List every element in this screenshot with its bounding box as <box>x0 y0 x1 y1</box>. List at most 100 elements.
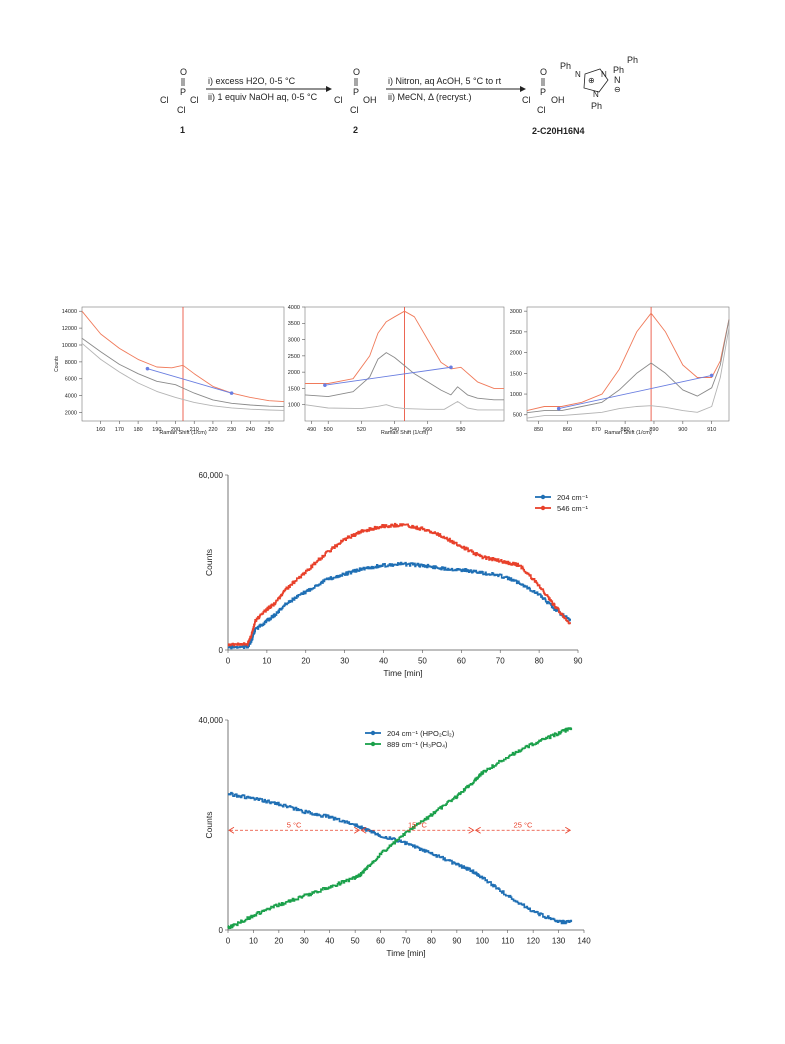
x-tick-label: 0 <box>226 936 231 945</box>
y-tick-label: 40,000 <box>199 716 224 725</box>
y-tick-label: 1000 <box>510 392 522 398</box>
chlorine-label: Cl <box>190 95 199 105</box>
step2-condition-2: ii) MeCN, Δ (recryst.) <box>388 92 472 102</box>
legend-label: 889 cm⁻¹ (H₃PO₄) <box>387 740 448 749</box>
baseline-point <box>145 366 150 371</box>
negative-charge-icon: ⊖ <box>614 85 621 94</box>
x-tick-label: 120 <box>526 936 540 945</box>
x-tick-label: 520 <box>357 427 366 433</box>
y-tick-label: 0 <box>219 646 224 655</box>
reaction-scheme: O P Cl Cl Cl 1 i) excess H2O, 0-5 °C ii)… <box>160 55 638 136</box>
product-structure: O P Cl OH Cl N ⊕ N N Ph N ⊖ Ph Ph Ph 2-C… <box>522 55 638 136</box>
x-axis-label: Raman Shift (1/cm) <box>381 430 429 436</box>
x-tick-label: 70 <box>496 656 505 665</box>
y-tick-label: 60,000 <box>199 471 224 480</box>
step2-condition-1: i) Nitron, aq AcOH, 5 °C to rt <box>388 76 502 86</box>
legend-marker <box>540 494 546 500</box>
chlorine-label: Cl <box>350 105 359 115</box>
x-tick-label: 500 <box>324 427 333 433</box>
spectrum-line <box>305 310 504 389</box>
x-tick-label: 850 <box>534 427 543 433</box>
y-tick-label: 4000 <box>288 305 300 311</box>
chlorine-label: Cl <box>177 105 186 115</box>
baseline-point <box>449 365 453 370</box>
baseline-point <box>556 406 561 411</box>
spectrum-line <box>81 337 285 408</box>
y-tick-label: 3500 <box>288 321 300 327</box>
series-line <box>227 522 571 647</box>
temperature-label: 5 °C <box>287 820 302 829</box>
reaction-arrow-1: i) excess H2O, 0-5 °C ii) 1 equiv NaOH a… <box>206 76 332 102</box>
oxygen-label: O <box>540 67 547 77</box>
y-tick-label: 3000 <box>288 337 300 343</box>
positive-charge-icon: ⊕ <box>588 76 595 85</box>
chlorine-label: Cl <box>537 105 546 115</box>
spectrum-line <box>526 319 730 414</box>
x-axis-label: Raman Shift (1/cm) <box>604 430 652 436</box>
phosphorus-label: P <box>540 87 546 97</box>
x-tick-label: 40 <box>325 936 334 945</box>
y-tick-label: 2000 <box>65 410 77 416</box>
x-tick-label: 910 <box>707 427 716 433</box>
compound-2-label: 2 <box>353 125 358 135</box>
legend-marker <box>540 505 546 511</box>
y-tick-label: 0 <box>219 926 224 935</box>
x-tick-label: 200 <box>171 427 180 433</box>
phenyl-label: Ph <box>627 55 638 65</box>
chlorine-label: Cl <box>522 95 531 105</box>
chlorine-label: Cl <box>334 95 343 105</box>
y-tick-label: 2500 <box>510 330 522 336</box>
x-tick-label: 60 <box>457 656 466 665</box>
spectrum-line <box>81 342 285 411</box>
x-tick-label: 240 <box>246 427 255 433</box>
x-axis-label: Raman Shift (1/cm) <box>159 430 207 436</box>
phosphorus-label: P <box>180 87 186 97</box>
product-label: 2-C20H16N4 <box>532 126 585 136</box>
y-axis-label: Counts <box>204 812 214 839</box>
x-axis-label: Time [min] <box>383 668 422 678</box>
x-tick-label: 80 <box>535 656 544 665</box>
x-tick-label: 560 <box>423 427 432 433</box>
x-tick-label: 250 <box>264 427 273 433</box>
x-tick-label: 190 <box>152 427 161 433</box>
triazolium-ring <box>583 68 609 93</box>
nitrogen-label: N <box>614 75 621 85</box>
y-tick-label: 3000 <box>510 309 522 315</box>
x-tick-label: 890 <box>649 427 658 433</box>
spectrum-line <box>304 401 504 411</box>
x-tick-label: 90 <box>574 656 583 665</box>
x-tick-label: 80 <box>427 936 436 945</box>
raman-spectrum-546-chart: 490 500 520 540 560 580 1000 1500 2000 2500 3000 35… <box>288 305 505 436</box>
x-tick-label: 100 <box>476 936 490 945</box>
x-tick-label: 900 <box>678 427 687 433</box>
y-tick-label: 2000 <box>510 351 522 357</box>
x-tick-label: 90 <box>452 936 461 945</box>
baseline-point <box>323 383 327 387</box>
raman-spectrum-889-chart: 850 860 870 880 890 900 910 500 1000 1500 2000 2500… <box>510 306 730 436</box>
phosphorus-label: P <box>353 87 359 97</box>
integration-baseline <box>324 366 451 386</box>
y-tick-label: 10000 <box>62 343 77 349</box>
legend-label: 546 cm⁻¹ <box>557 504 589 513</box>
y-tick-label: 8000 <box>65 360 77 366</box>
x-tick-label: 130 <box>552 936 566 945</box>
legend-label: 204 cm⁻¹ <box>557 493 589 502</box>
x-tick-label: 870 <box>592 427 601 433</box>
reaction-arrow-2: i) Nitron, aq AcOH, 5 °C to rt ii) MeCN,… <box>386 76 526 102</box>
series-line <box>228 791 573 925</box>
spectrum-line <box>526 327 730 419</box>
nitrogen-label: N <box>601 70 607 79</box>
raman-spectrum-204-chart: 160 170 180 190 200 210 220 230 240 250 2000 4000 60… <box>54 306 285 436</box>
kinetics-chart-top: 0 10 20 30 40 50 60 70 80 90 0 60,000 Time [min] Coun… <box>199 471 589 678</box>
integration-baseline <box>147 368 232 394</box>
x-tick-label: 210 <box>190 427 199 433</box>
arrow-head-icon <box>354 826 361 834</box>
compound-1-structure: O P Cl Cl Cl 1 <box>160 67 199 135</box>
spectrum-line <box>304 352 504 401</box>
x-tick-label: 70 <box>402 936 411 945</box>
x-tick-label: 50 <box>418 656 427 665</box>
y-tick-label: 1500 <box>510 371 522 377</box>
x-tick-label: 180 <box>134 427 143 433</box>
x-tick-label: 170 <box>115 427 124 433</box>
